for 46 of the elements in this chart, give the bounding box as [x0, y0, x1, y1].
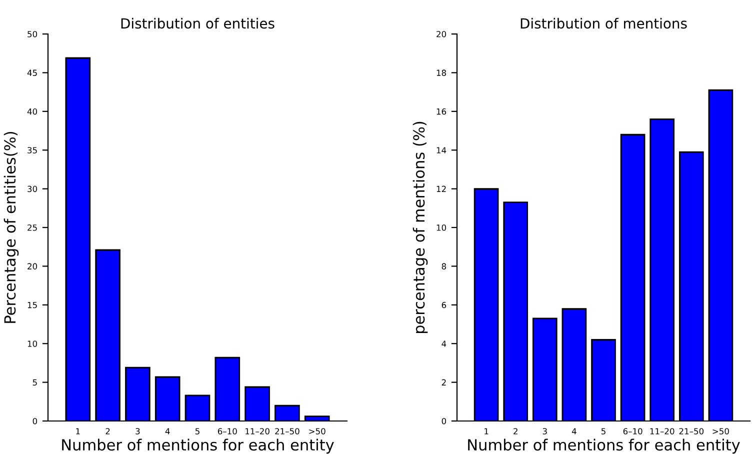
chart-title: Distribution of mentions: [520, 18, 687, 29]
y-tick-label: 45: [27, 70, 37, 76]
x-tick-label: 2: [106, 428, 110, 434]
x-tick-label: 1: [76, 428, 80, 434]
y-tick-label: 20: [28, 263, 38, 270]
y-tick-label: 6: [442, 302, 446, 308]
y-tick-label: 10: [436, 224, 446, 231]
chart-title: Distribution of entities: [121, 18, 274, 29]
x-tick-label: 21–50: [275, 428, 300, 434]
x-tick-label: 4: [165, 428, 170, 434]
y-tick-label: 4: [442, 340, 446, 347]
x-axis-title: Number of mentions for each entity: [62, 438, 334, 454]
x-tick-label: 1: [484, 428, 488, 434]
y-tick-label: 0: [32, 418, 38, 424]
x-tick-label: 2: [514, 428, 518, 434]
y-tick-label: 25: [28, 224, 37, 231]
y-tick-label: 14: [436, 147, 446, 154]
x-tick-label: 6–10: [623, 428, 642, 434]
y-tick-label: 30: [28, 186, 38, 192]
y-tick-label: 40: [27, 108, 38, 115]
y-tick-label: 12: [436, 186, 446, 192]
y-tick-label: 10: [28, 340, 38, 347]
x-tick-label: 5: [601, 428, 606, 434]
x-tick-label: >50: [712, 428, 729, 434]
x-axis-title: Number of mentions for each entity: [468, 438, 740, 454]
x-tick-label: 21–50: [679, 428, 704, 434]
x-tick-label: 5: [195, 428, 200, 434]
x-tick-label: 11–20: [650, 428, 674, 434]
y-tick-label: 15: [28, 302, 37, 308]
y-tick-label: 16: [436, 108, 446, 115]
y-tick-label: 18: [436, 70, 446, 76]
x-tick-label: 6–10: [218, 428, 237, 434]
x-tick-label: 4: [572, 428, 576, 434]
x-tick-label: 3: [542, 428, 547, 434]
x-tick-label: 11–20: [246, 428, 270, 434]
y-axis-title: percentage of mentions (%): [412, 122, 428, 334]
y-tick-label: 8: [442, 263, 446, 270]
y-tick-label: 5: [32, 379, 37, 386]
y-axis-title: Percentage of entities(%): [4, 132, 19, 323]
y-tick-label: 0: [442, 418, 446, 424]
x-tick-label: 3: [136, 428, 140, 434]
y-tick-label: 35: [28, 147, 37, 154]
y-tick-label: 2: [442, 379, 446, 386]
y-tick-label: 50: [28, 30, 38, 38]
y-tick-label: 20: [436, 30, 446, 38]
x-tick-label: >50: [309, 428, 326, 434]
